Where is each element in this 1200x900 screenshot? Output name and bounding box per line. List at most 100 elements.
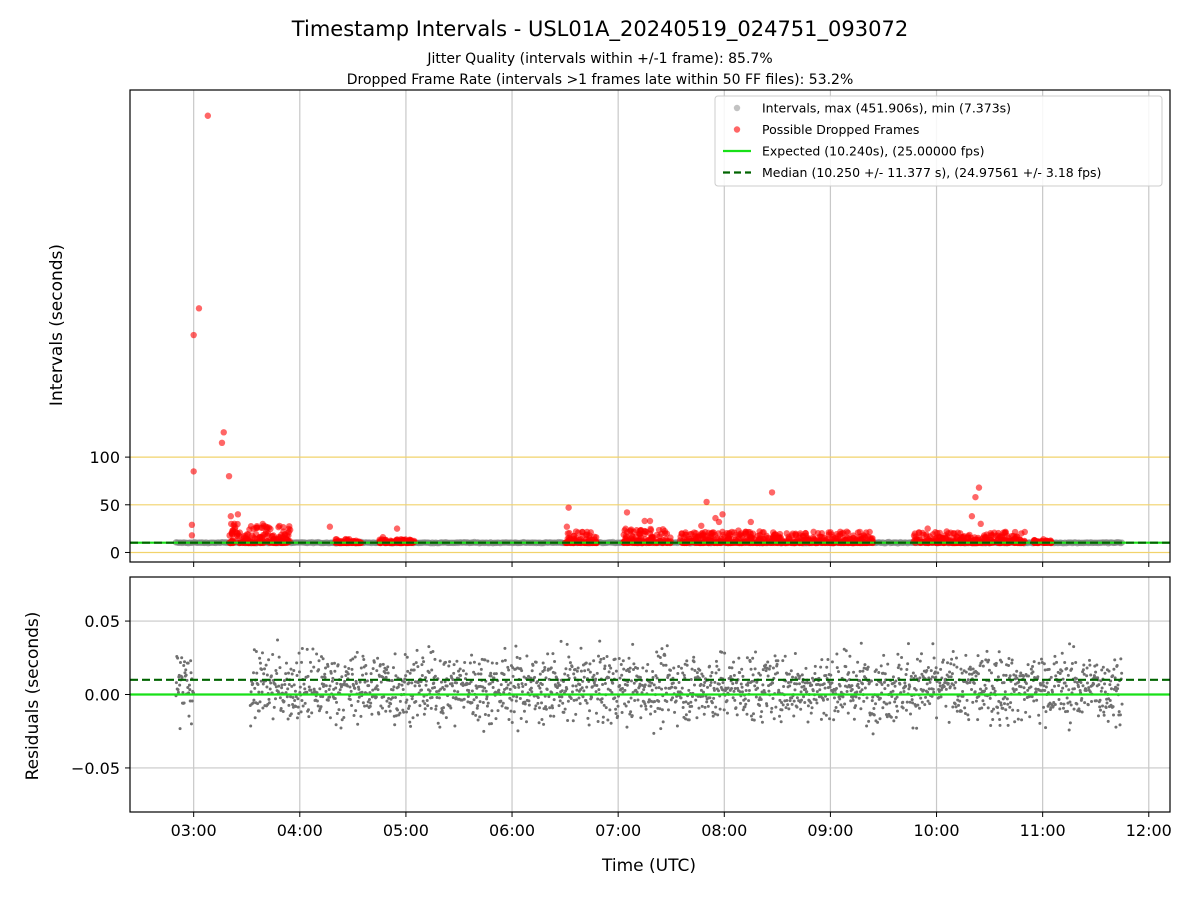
dropped-frame-point <box>636 529 643 537</box>
residual-point <box>778 714 782 718</box>
residual-point <box>941 658 945 662</box>
residual-point <box>333 669 337 673</box>
residual-point <box>857 696 861 700</box>
residual-point <box>905 667 909 671</box>
residual-point <box>971 700 975 704</box>
residual-point <box>583 669 587 673</box>
x-tick-label: 08:00 <box>701 821 747 840</box>
residual-point <box>549 666 553 670</box>
residual-point <box>517 685 521 689</box>
residual-point <box>469 680 473 684</box>
residual-point <box>1007 664 1011 668</box>
residual-point <box>664 686 668 690</box>
residual-point <box>690 667 694 671</box>
residual-point <box>1099 679 1103 683</box>
residual-point <box>293 689 297 693</box>
residual-point <box>390 679 394 683</box>
residual-point <box>841 695 845 699</box>
residual-point <box>438 725 442 729</box>
residual-point <box>785 698 789 702</box>
residual-point <box>1008 674 1012 678</box>
residual-point <box>322 682 326 686</box>
residual-point <box>836 700 840 704</box>
dropped-frame-point <box>719 528 726 536</box>
residual-point <box>527 699 531 703</box>
residual-point <box>703 705 707 709</box>
residual-point <box>1105 701 1109 705</box>
residual-point <box>741 708 745 712</box>
residual-point <box>928 702 932 706</box>
residual-point <box>751 656 755 660</box>
residual-point <box>254 650 258 654</box>
dropped-frame-point <box>227 513 235 520</box>
dropped-frame-point <box>220 429 227 436</box>
residual-point <box>754 695 758 699</box>
residual-point <box>955 665 959 669</box>
residual-point <box>687 718 691 722</box>
chart-subtitle-jitter: Jitter Quality (intervals within +/-1 fr… <box>426 51 772 67</box>
residual-point <box>185 678 189 682</box>
residual-point <box>950 672 954 676</box>
residual-point <box>178 683 182 687</box>
residual-point <box>1047 667 1051 671</box>
residual-point <box>1090 699 1094 703</box>
residual-point <box>631 691 635 695</box>
residual-point <box>370 712 374 716</box>
residual-point <box>176 688 180 692</box>
residual-point <box>660 687 664 691</box>
residual-point <box>442 706 446 710</box>
residual-point <box>1030 695 1034 699</box>
residual-point <box>184 668 188 672</box>
residual-point <box>970 687 974 691</box>
residual-point <box>412 662 416 666</box>
residual-point <box>1060 651 1064 655</box>
residual-point <box>982 702 986 706</box>
residual-point <box>433 685 437 689</box>
residual-point <box>500 659 504 663</box>
residual-point <box>1015 676 1019 680</box>
residual-point <box>499 683 503 687</box>
residual-point <box>536 696 540 700</box>
residual-point <box>1016 717 1020 721</box>
residual-point <box>401 688 405 692</box>
residual-point <box>597 688 601 692</box>
residual-point <box>488 682 492 686</box>
y-tick-label: 100 <box>89 448 120 467</box>
residual-point <box>573 676 577 680</box>
residual-point <box>189 671 193 675</box>
residual-point <box>389 702 393 706</box>
residual-point <box>824 713 828 717</box>
residual-point <box>437 696 441 700</box>
dropped-frame-point <box>735 527 742 534</box>
dropped-frame-point <box>563 523 571 530</box>
residual-point <box>309 669 313 673</box>
dropped-frame-point <box>587 529 595 536</box>
residual-point <box>1102 710 1106 714</box>
residual-point <box>353 655 357 659</box>
residual-point <box>838 697 842 701</box>
dropped-frame-point <box>974 534 982 542</box>
residual-point <box>1103 690 1107 694</box>
residual-point <box>616 714 620 718</box>
residual-point <box>379 680 383 684</box>
residual-point <box>569 697 573 701</box>
residual-point <box>1089 673 1093 677</box>
residual-point <box>751 712 755 716</box>
residual-point <box>424 683 428 687</box>
residual-point <box>522 709 526 713</box>
residual-point <box>818 683 822 687</box>
residual-point <box>738 690 742 694</box>
residual-point <box>444 660 448 664</box>
residual-point <box>898 682 902 686</box>
residual-point <box>932 656 936 660</box>
residual-point <box>284 661 288 665</box>
residual-point <box>565 687 569 691</box>
residual-point <box>789 680 793 684</box>
residual-point <box>650 688 654 692</box>
residual-point <box>386 665 390 669</box>
residual-point <box>1026 674 1030 678</box>
residual-point <box>802 684 806 688</box>
residual-point <box>972 681 976 685</box>
residual-point <box>732 689 736 693</box>
